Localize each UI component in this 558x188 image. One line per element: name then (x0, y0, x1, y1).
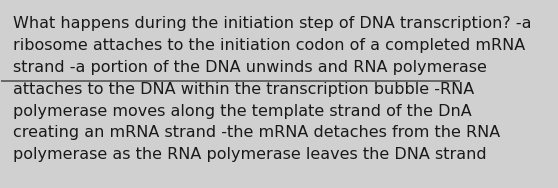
Text: attaches to the DNA within the transcription bubble -RNA: attaches to the DNA within the transcrip… (13, 82, 474, 97)
Text: ribosome attaches to the initiation codon of a completed mRNA: ribosome attaches to the initiation codo… (13, 38, 525, 53)
Text: polymerase as the RNA polymerase leaves the DNA strand: polymerase as the RNA polymerase leaves … (13, 147, 487, 162)
Text: strand -a portion of the DNA unwinds and RNA polymerase: strand -a portion of the DNA unwinds and… (13, 60, 487, 75)
Text: polymerase moves along the template strand of the DnA: polymerase moves along the template stra… (13, 104, 472, 119)
Text: What happens during the initiation step of DNA transcription? -a: What happens during the initiation step … (13, 16, 531, 31)
Text: creating an mRNA strand -the mRNA detaches from the RNA: creating an mRNA strand -the mRNA detach… (13, 125, 500, 140)
